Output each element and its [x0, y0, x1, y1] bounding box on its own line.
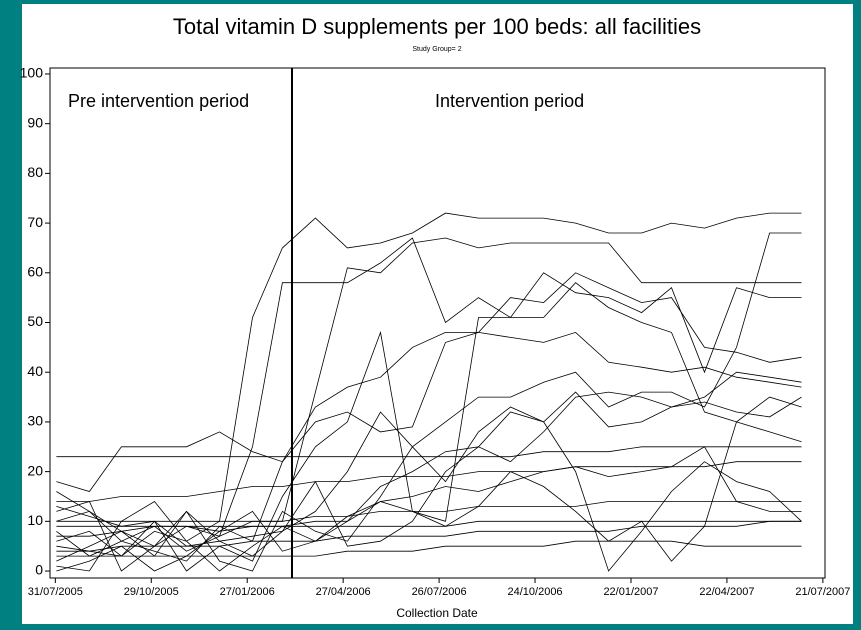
x-tick-label: 31/07/2005 [28, 586, 83, 598]
x-tick-label: 27/01/2006 [220, 586, 275, 598]
series-line [56, 520, 802, 552]
x-tick-label: 21/07/2007 [795, 586, 850, 598]
series-line [56, 232, 802, 572]
series-line [56, 391, 802, 572]
series-line [56, 272, 802, 562]
series-line [56, 540, 802, 557]
x-tick-label: 27/04/2006 [316, 586, 371, 598]
y-tick-label: 80 [27, 164, 43, 180]
y-tick-label: 90 [27, 114, 43, 130]
y-tick-label: 40 [27, 363, 43, 379]
series-line [56, 237, 802, 547]
y-tick-label: 20 [27, 462, 43, 478]
x-axis-label: Collection Date [396, 606, 478, 620]
y-tick-label: 70 [27, 214, 43, 230]
series-line [56, 371, 802, 547]
x-tick-label: 22/04/2007 [699, 586, 754, 598]
y-tick-label: 30 [27, 413, 43, 429]
y-tick-label: 0 [35, 562, 43, 578]
series-line [56, 331, 802, 492]
y-tick-label: 50 [27, 313, 43, 329]
series-line [56, 396, 802, 572]
y-tick-label: 60 [27, 263, 43, 279]
chart-subtitle: Study Group= 2 [412, 46, 461, 53]
series-line [56, 212, 802, 557]
series-line [56, 446, 802, 458]
panel [22, 4, 853, 624]
series-line [56, 520, 802, 527]
series-line [56, 411, 802, 572]
x-tick-label: 22/01/2007 [603, 586, 658, 598]
series-line [56, 501, 802, 522]
series-line [56, 237, 802, 557]
series-line [56, 461, 802, 502]
y-tick-label: 10 [27, 512, 43, 528]
annotation: Pre intervention period [68, 91, 249, 111]
x-tick-label: 29/10/2005 [124, 586, 179, 598]
chart-title: Total vitamin D supplements per 100 beds… [173, 14, 701, 39]
series-line [56, 282, 802, 572]
y-tick-label: 100 [20, 65, 44, 81]
x-tick-label: 24/10/2006 [508, 586, 563, 598]
x-tick-label: 26/07/2006 [412, 586, 467, 598]
annotation: Intervention period [435, 91, 584, 111]
